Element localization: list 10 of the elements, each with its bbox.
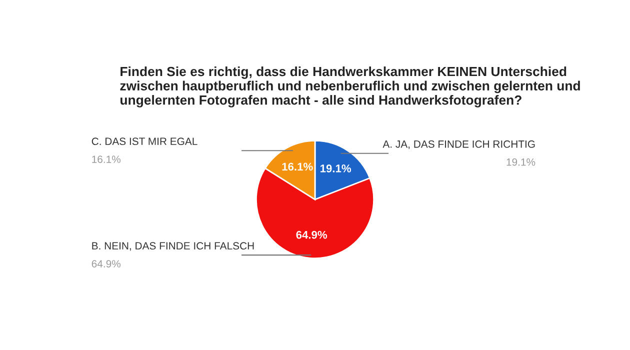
- data-label: 64.9%: [296, 230, 328, 239]
- data-label: 19.1%: [320, 164, 352, 172]
- slice-label: B. NEIN, DAS FINDE ICH FALSCH: [92, 242, 254, 251]
- data-label: 16.1%: [282, 162, 313, 171]
- chart-title: Finden Sie es richtig, dass die Handwerkskammer KEINEN Unterschied zwischen hauptberuflich und nebenberuflich und zwischen gelernten und ungelernten Fotografen macht - alle sind Handwerksfotografen?: [120, 66, 580, 108]
- text: 64.9%: [92, 260, 121, 268]
- slice-label: A. JA, DAS FINDE ICH RICHTIG: [382, 140, 535, 150]
- text: 16.1%: [92, 156, 121, 163]
- slice-label: C. DAS IST MIR EGAL: [92, 138, 198, 146]
- text: 19.1%: [506, 158, 536, 166]
